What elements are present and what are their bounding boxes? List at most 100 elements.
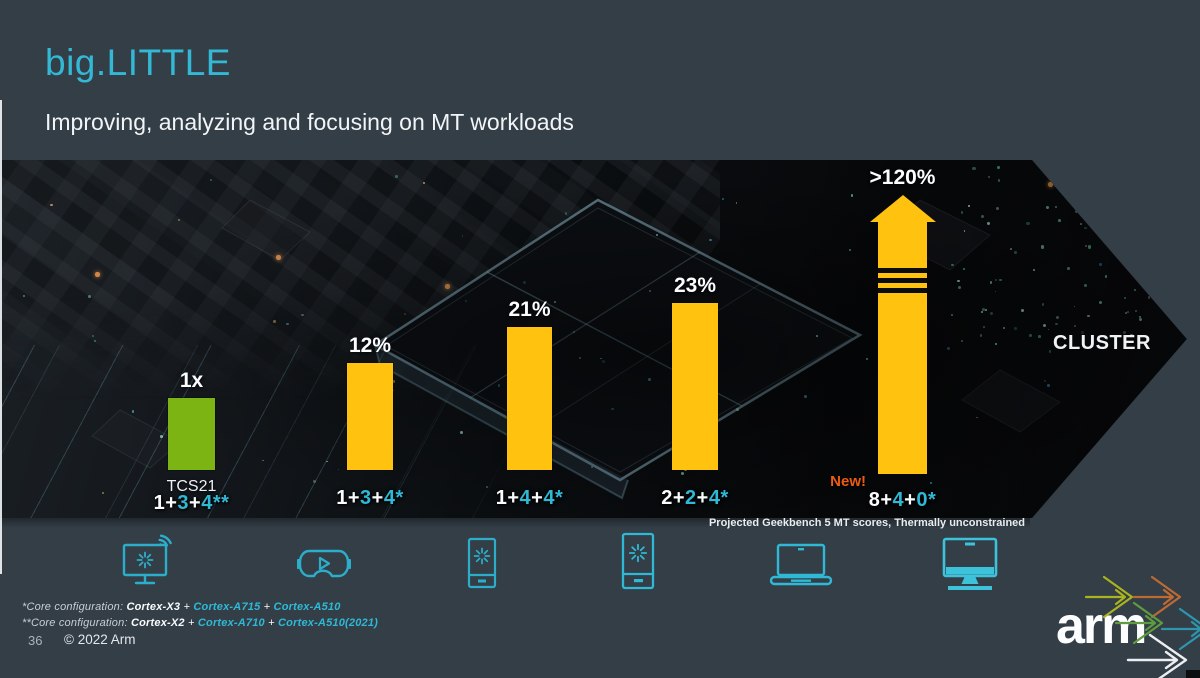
corner-mark — [1186, 670, 1200, 678]
bar-config-label: 8+4+0* — [828, 489, 978, 512]
circuit-dot — [1135, 261, 1139, 264]
circuit-dot — [22, 294, 25, 297]
circuit-dot — [1135, 475, 1138, 478]
desktop-icon — [939, 536, 1001, 597]
vr-headset-icon — [296, 548, 352, 587]
circuit-dot — [1148, 206, 1151, 209]
circuit-dot — [276, 255, 281, 260]
text-part: 4* — [383, 487, 404, 509]
circuit-dot — [579, 356, 581, 359]
circuit-dot — [1073, 164, 1077, 167]
circuit-dot — [655, 233, 658, 236]
circuit-dot — [1138, 187, 1141, 189]
circuit-dot — [804, 395, 808, 398]
text-part: 2 — [685, 487, 697, 509]
circuit-dot — [1078, 183, 1081, 186]
circuit-dot — [989, 281, 992, 284]
circuit-dot — [1104, 437, 1107, 440]
circuit-dot — [950, 313, 953, 316]
circuit-dot — [1145, 237, 1149, 241]
circuit-dot — [1105, 198, 1108, 201]
text-part: Cortex-A710 — [197, 617, 265, 629]
text-part: 3 — [360, 487, 372, 509]
laptop-icon — [769, 543, 833, 592]
circuit-dot — [994, 342, 997, 345]
text-part: 4* — [543, 487, 564, 509]
bar-rect — [672, 303, 718, 470]
circuit-dot — [1136, 275, 1139, 278]
circuit-dot — [1136, 186, 1138, 189]
page-number: 36 — [28, 633, 43, 648]
circuit-dot — [722, 197, 725, 200]
circuit-dot — [1080, 223, 1082, 225]
circuit-dot — [957, 285, 961, 289]
circuit-dot — [1043, 379, 1046, 382]
circuit-dot — [1046, 384, 1050, 387]
circuit-dot — [445, 284, 450, 289]
circuit-dot — [1104, 274, 1108, 278]
text-part: + — [696, 487, 709, 509]
text-part: *Core configuration: — [22, 601, 127, 613]
circuit-dot — [681, 472, 684, 475]
circuit-dot — [1099, 300, 1103, 304]
text-part: Cortex-A510 — [273, 601, 341, 613]
text-part: + — [184, 617, 198, 629]
new-badge: New! — [830, 473, 866, 490]
circuit-dot — [960, 211, 963, 214]
circuit-dot — [972, 166, 976, 170]
smartphone-large-icon — [621, 532, 655, 595]
text-part: 2+ — [661, 487, 686, 509]
circuit-dot — [997, 179, 1001, 182]
circuit-dot — [600, 357, 602, 360]
smart-tv-icon — [119, 533, 175, 592]
circuit-dot — [735, 408, 739, 412]
text-part: Cortex-A510(2021) — [278, 617, 379, 629]
text-part: + — [180, 601, 194, 613]
bar-config-label: 1+4+4* — [455, 487, 605, 510]
bar-config-label: 1+3+4** — [117, 492, 267, 515]
circuit-dot — [1088, 245, 1092, 249]
circuit-dot — [395, 174, 398, 178]
text-part: 4** — [201, 492, 230, 514]
circuit-dot — [1041, 245, 1045, 249]
bar-value-label: 23% — [673, 274, 717, 297]
circuit-dot — [951, 263, 954, 267]
text-part: + — [260, 601, 274, 613]
circuit-dot — [1137, 267, 1140, 270]
copyright: © 2022 Arm — [64, 632, 136, 647]
circuit-dot — [1116, 193, 1120, 197]
circuit-dot — [709, 238, 712, 242]
cluster-label: CLUSTER — [1053, 332, 1151, 354]
circuit-dot — [498, 384, 501, 387]
text-part: Cortex-X2 — [130, 617, 185, 629]
circuit-dot — [1055, 322, 1058, 326]
circuit-dot — [982, 326, 985, 328]
circuit-dot — [1013, 326, 1017, 330]
circuit-dot — [962, 267, 965, 270]
circuit-dot — [1098, 262, 1102, 266]
circuit-dot — [1144, 191, 1147, 193]
text-part: 4 — [892, 489, 905, 511]
circuit-dot — [1057, 219, 1061, 222]
arm-wordmark: arm — [1056, 597, 1147, 655]
circuit-dot — [987, 175, 990, 179]
circuit-dot — [648, 377, 652, 381]
bar-rect — [168, 398, 215, 470]
circuit-dot — [1033, 269, 1035, 271]
photo-panel: 1x TCS21 1+3+4** 12% 1+3+4* 21% 1+4+4* 23% 2+2+4… — [0, 160, 1187, 518]
circuit-dot — [1134, 289, 1137, 291]
circuit-dot — [301, 314, 304, 317]
text-part: 1+ — [495, 487, 520, 509]
circuit-dot — [564, 212, 568, 215]
circuit-dot — [851, 194, 854, 197]
text-part: 3 — [177, 492, 190, 514]
circuit-dot — [1126, 311, 1129, 314]
text-part: 0* — [916, 489, 937, 511]
circuit-dot — [95, 272, 100, 277]
text-part: + — [904, 489, 917, 511]
circuit-dot — [1112, 248, 1115, 251]
circuit-dot — [1086, 208, 1089, 211]
circuit-dot — [1124, 296, 1127, 299]
text-part: Cortex-X3 — [126, 601, 181, 613]
bar-sublabel: TCS21 — [166, 478, 217, 495]
